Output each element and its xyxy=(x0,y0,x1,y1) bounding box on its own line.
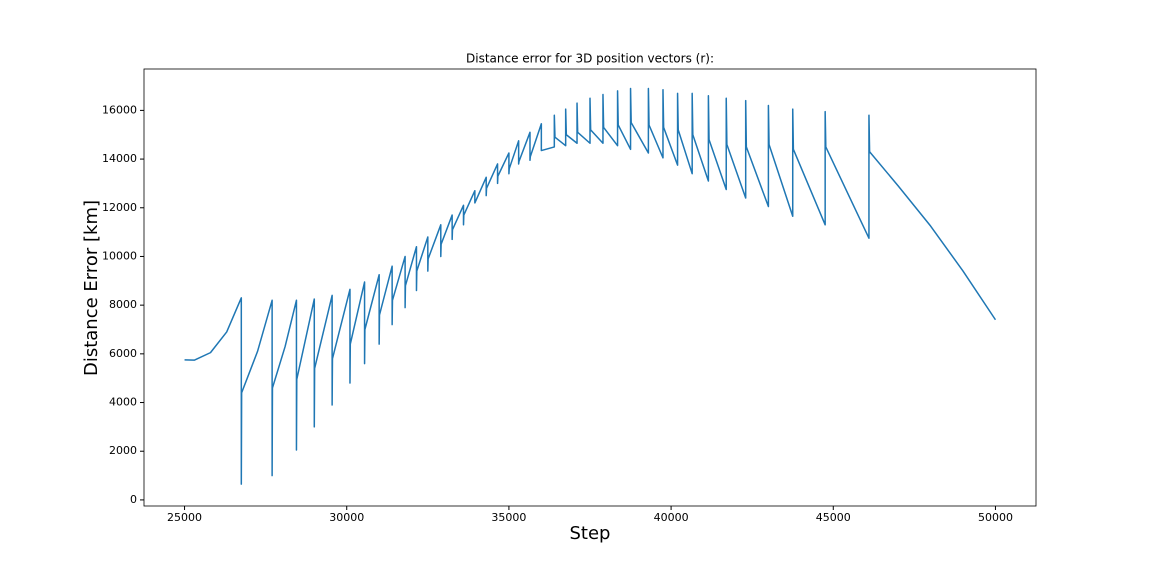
data-line xyxy=(184,87,997,485)
y-tick-label: 12000 xyxy=(102,201,137,214)
x-tick-label: 25000 xyxy=(167,511,202,524)
y-tick-label: 4000 xyxy=(109,396,137,409)
y-tick-label: 14000 xyxy=(102,152,137,165)
x-tick-label: 50000 xyxy=(978,511,1013,524)
x-tick-label: 45000 xyxy=(816,511,851,524)
x-tick-label: 30000 xyxy=(329,511,364,524)
y-tick-label: 0 xyxy=(130,493,137,506)
x-tick-label: 35000 xyxy=(491,511,526,524)
plot-frame xyxy=(143,68,1037,507)
y-tick-label: 10000 xyxy=(102,249,137,262)
y-tick-label: 8000 xyxy=(109,298,137,311)
y-tick-label: 6000 xyxy=(109,347,137,360)
y-tick-label: 2000 xyxy=(109,444,137,457)
x-axis-label: Step xyxy=(570,523,611,544)
x-tick-label: 40000 xyxy=(654,511,689,524)
chart-title: Distance error for 3D position vectors (… xyxy=(466,52,714,66)
y-tick-label: 16000 xyxy=(102,103,137,116)
y-axis-label: Distance Error [km] xyxy=(81,200,102,376)
